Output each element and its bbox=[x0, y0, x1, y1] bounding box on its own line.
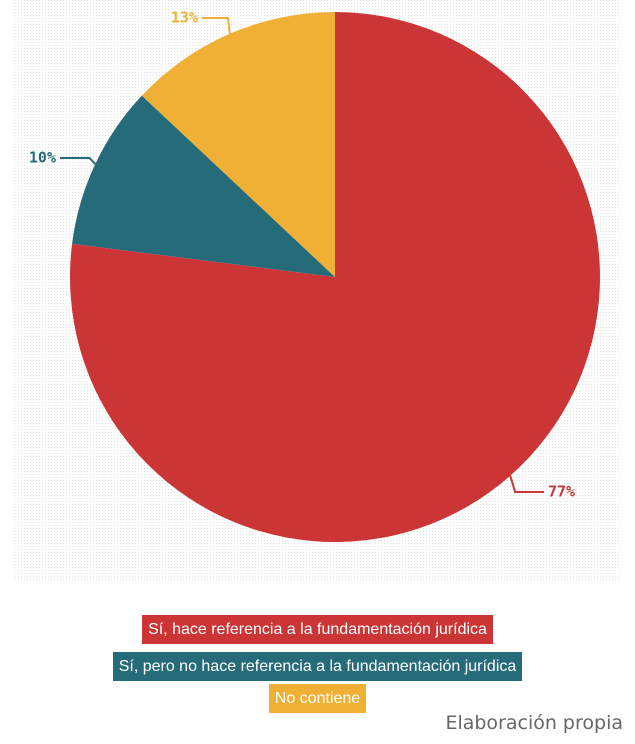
leader-line bbox=[60, 157, 96, 165]
pie-slice bbox=[70, 12, 601, 542]
legend-item: Sí, hace referencia a la fundamentación … bbox=[0, 615, 635, 644]
legend-item: No contiene bbox=[0, 684, 635, 713]
pie: 77% 10% 13% bbox=[29, 9, 601, 542]
legend-label: Sí, pero no hace referencia a la fundame… bbox=[112, 652, 523, 681]
pie-slice bbox=[141, 12, 335, 277]
legend-label: No contiene bbox=[268, 684, 367, 713]
chart: 77% 10% 13% bbox=[15, 0, 620, 582]
data-label: 13% bbox=[171, 9, 198, 27]
data-label: 77% bbox=[548, 483, 575, 501]
source: Elaboración propia bbox=[445, 712, 623, 734]
legend-item: Sí, pero no hace referencia a la fundame… bbox=[0, 652, 635, 681]
leader-line bbox=[509, 475, 544, 493]
leader-line bbox=[202, 17, 231, 34]
data-label: 10% bbox=[29, 149, 56, 167]
pie-slice bbox=[72, 95, 336, 277]
legend-label: Sí, hace referencia a la fundamentación … bbox=[142, 615, 493, 644]
